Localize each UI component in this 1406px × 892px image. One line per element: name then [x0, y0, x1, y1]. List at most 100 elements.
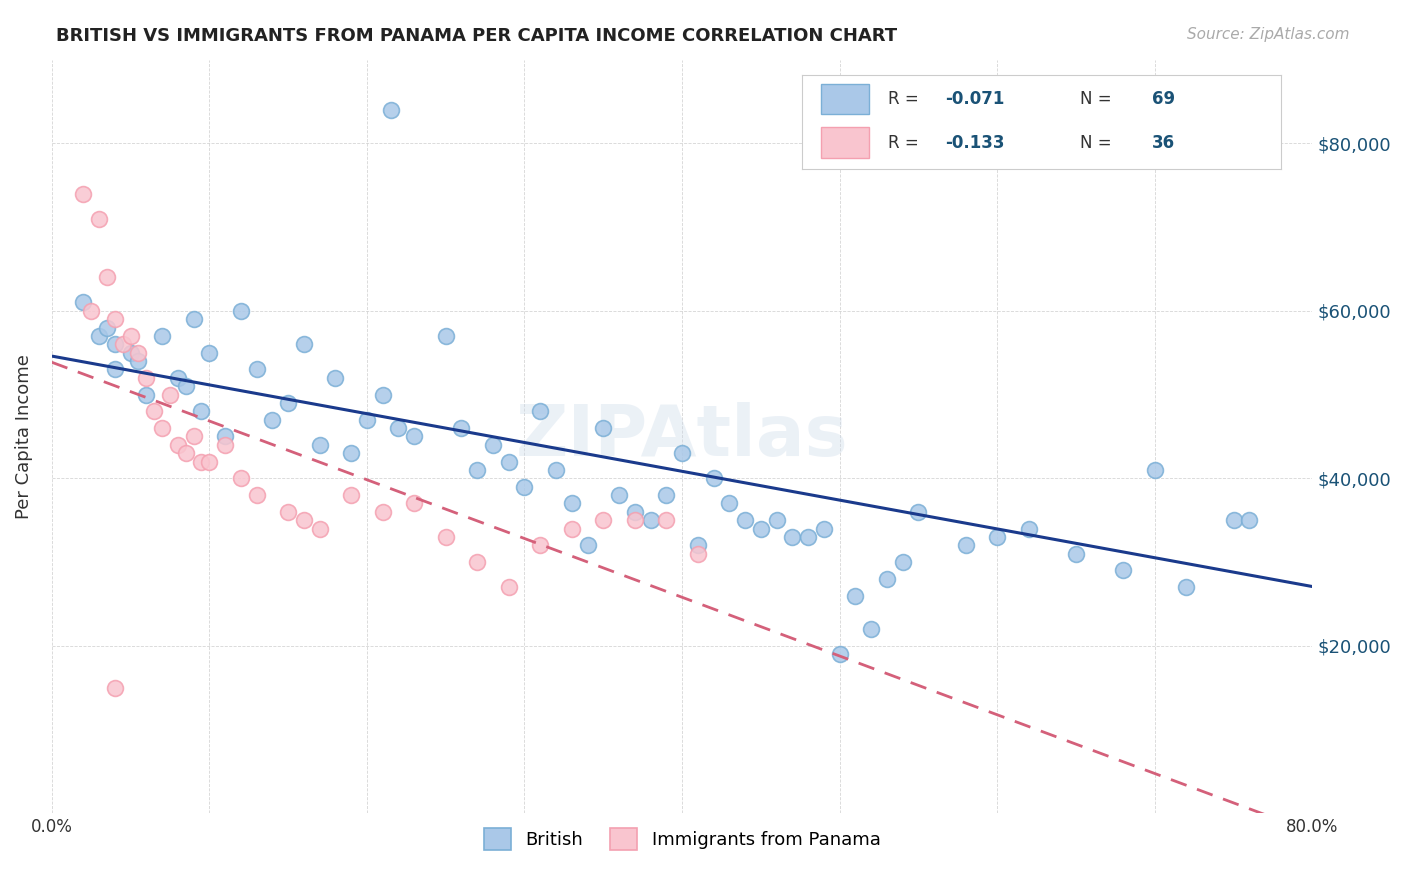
Point	[87, 211, 110, 226]
Point	[1239, 513, 1261, 527]
Point	[104, 681, 127, 695]
Point	[308, 522, 330, 536]
Point	[434, 530, 457, 544]
Point	[686, 538, 709, 552]
Point	[907, 505, 929, 519]
Point	[120, 345, 142, 359]
Point	[104, 362, 127, 376]
Point	[135, 387, 157, 401]
Point	[325, 371, 347, 385]
Point	[561, 496, 583, 510]
Point	[292, 513, 315, 527]
Point	[104, 312, 127, 326]
Point	[277, 505, 299, 519]
Point	[111, 337, 134, 351]
Point	[183, 312, 205, 326]
Point	[561, 522, 583, 536]
Point	[104, 337, 127, 351]
Point	[127, 345, 149, 359]
Text: Source: ZipAtlas.com: Source: ZipAtlas.com	[1187, 27, 1350, 42]
Point	[703, 471, 725, 485]
Point	[623, 513, 645, 527]
Point	[1143, 463, 1166, 477]
Point	[229, 303, 252, 318]
Point	[465, 555, 488, 569]
Point	[120, 329, 142, 343]
Legend: British, Immigrants from Panama: British, Immigrants from Panama	[470, 814, 894, 864]
Point	[1222, 513, 1244, 527]
Point	[214, 429, 236, 443]
Point	[955, 538, 977, 552]
Point	[498, 580, 520, 594]
Point	[876, 572, 898, 586]
Point	[340, 488, 363, 502]
Point	[782, 530, 804, 544]
Point	[529, 404, 551, 418]
Point	[404, 496, 426, 510]
Point	[246, 488, 269, 502]
Point	[844, 589, 866, 603]
Point	[371, 505, 394, 519]
Point	[529, 538, 551, 552]
Point	[686, 547, 709, 561]
Point	[592, 421, 614, 435]
Point	[387, 421, 409, 435]
Point	[623, 505, 645, 519]
Point	[87, 329, 110, 343]
Point	[371, 387, 394, 401]
Point	[190, 404, 212, 418]
Point	[183, 429, 205, 443]
Point	[513, 480, 536, 494]
Text: ZIPAtlas: ZIPAtlas	[516, 402, 848, 471]
Point	[198, 454, 221, 468]
Point	[292, 337, 315, 351]
Point	[127, 354, 149, 368]
Point	[72, 295, 94, 310]
Point	[246, 362, 269, 376]
Point	[860, 622, 883, 636]
Point	[671, 446, 693, 460]
Point	[734, 513, 756, 527]
Point	[198, 345, 221, 359]
Point	[80, 303, 103, 318]
Point	[498, 454, 520, 468]
Point	[718, 496, 741, 510]
Point	[96, 270, 118, 285]
Point	[434, 329, 457, 343]
Point	[262, 412, 284, 426]
Point	[404, 429, 426, 443]
Point	[607, 488, 630, 502]
Point	[1112, 563, 1135, 577]
Point	[214, 438, 236, 452]
Point	[135, 371, 157, 385]
Point	[72, 186, 94, 201]
Point	[465, 463, 488, 477]
Point	[749, 522, 772, 536]
Point	[96, 320, 118, 334]
Point	[655, 488, 678, 502]
Point	[655, 513, 678, 527]
Point	[150, 329, 173, 343]
Point	[143, 404, 166, 418]
Point	[986, 530, 1008, 544]
Point	[150, 421, 173, 435]
Point	[356, 412, 378, 426]
Point	[813, 522, 835, 536]
Point	[891, 555, 914, 569]
Point	[828, 647, 851, 661]
Point	[544, 463, 567, 477]
Point	[159, 387, 181, 401]
Point	[229, 471, 252, 485]
Point	[174, 446, 197, 460]
Point	[1018, 522, 1040, 536]
Point	[1064, 547, 1087, 561]
Point	[765, 513, 787, 527]
Point	[174, 379, 197, 393]
Point	[1175, 580, 1198, 594]
Point	[797, 530, 820, 544]
Point	[308, 438, 330, 452]
Point	[482, 438, 505, 452]
Point	[166, 438, 188, 452]
Point	[166, 371, 188, 385]
Y-axis label: Per Capita Income: Per Capita Income	[15, 354, 32, 519]
